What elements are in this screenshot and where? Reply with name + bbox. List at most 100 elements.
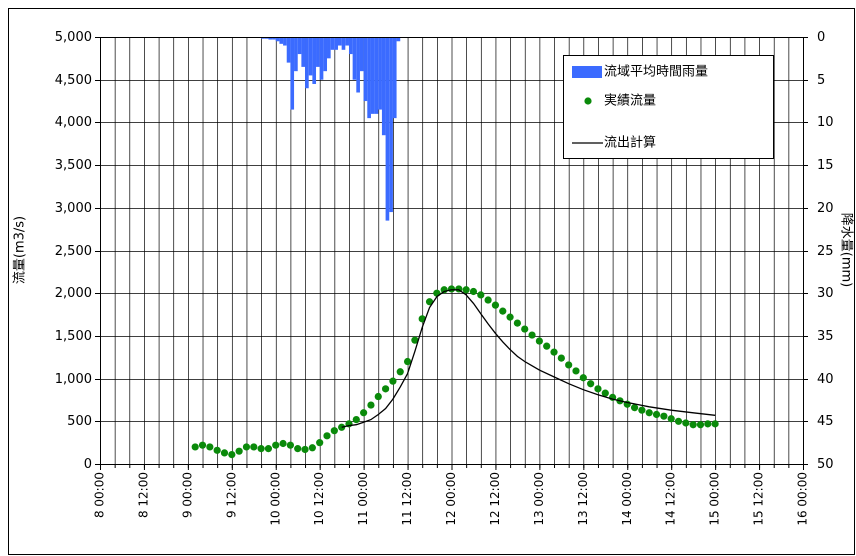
y2-tick-label: 25	[817, 244, 834, 259]
flow-point	[513, 319, 522, 327]
rain-bar	[305, 37, 309, 89]
rain-bar	[294, 37, 298, 72]
y2-tick-label: 10	[817, 115, 834, 130]
rain-bar	[381, 37, 386, 136]
flow-point	[652, 410, 661, 419]
rain-bar	[308, 37, 313, 76]
rain-bar	[297, 37, 302, 55]
flow-point	[579, 374, 587, 382]
flow-point	[550, 348, 558, 356]
y-axis-label: 流量(m3/s)	[13, 216, 28, 284]
rain-bar	[359, 37, 364, 72]
legend-label: 流域平均時間雨量	[604, 65, 708, 80]
y-tick-label: 500	[67, 414, 92, 429]
rain-bar	[272, 37, 276, 40]
rain-bar	[268, 37, 273, 40]
x-tick-label: 8 12:00	[136, 472, 150, 518]
flow-point	[242, 443, 251, 451]
flow-point	[667, 415, 675, 423]
rain-bar	[327, 37, 331, 59]
chart-frame	[8, 8, 855, 555]
flow-point	[689, 421, 697, 429]
x-tick-label: 12 12:00	[488, 472, 502, 526]
flow-point	[411, 336, 419, 344]
rain-bar	[312, 37, 317, 84]
rain-bar	[301, 37, 306, 67]
flow-point	[235, 447, 243, 455]
rain-bar	[392, 37, 397, 119]
flow-point	[198, 441, 207, 449]
y2-tick-label: 15	[817, 158, 834, 173]
flow-point	[462, 286, 470, 294]
rain-bar	[385, 37, 390, 221]
flow-point	[352, 415, 360, 424]
flow-point	[499, 307, 507, 315]
y2-tick-label: 0	[817, 30, 825, 45]
rain-bar	[286, 37, 291, 63]
y-tick-label: 2,000	[55, 286, 92, 301]
x-tick-label: 11 00:00	[356, 472, 370, 526]
y-tick-label: 5,000	[55, 30, 92, 45]
y2-tick-label: 30	[817, 286, 834, 301]
flow-point	[191, 443, 199, 451]
plot-frame	[100, 37, 804, 465]
flow-point	[360, 409, 368, 417]
rain-bar	[378, 37, 382, 110]
y-tick-label: 1,500	[55, 329, 92, 344]
y2-axis-label: 降水量(mm)	[839, 213, 854, 287]
flow-point	[279, 439, 287, 448]
rain-bar	[334, 37, 338, 50]
flow-point	[572, 367, 580, 375]
flow-point	[213, 446, 221, 454]
legend-label: 流出計算	[604, 135, 656, 151]
rain-bar	[352, 37, 357, 80]
flow-point	[294, 445, 302, 453]
legend-swatch	[584, 97, 592, 105]
flow-point	[323, 432, 331, 440]
x-tick-label: 15 00:00	[708, 472, 722, 526]
flow-point	[418, 315, 426, 323]
x-tick-label: 8 00:00	[93, 472, 107, 518]
legend-swatch	[572, 66, 602, 78]
rain-bar	[396, 37, 401, 42]
flow-point	[389, 377, 397, 385]
x-tick-label: 13 00:00	[532, 472, 546, 526]
rain-bar	[348, 37, 353, 55]
flow-point	[264, 445, 273, 453]
rain-bar	[356, 37, 360, 93]
x-tick-label: 9 00:00	[180, 472, 194, 518]
flow-point	[660, 412, 668, 420]
flow-point	[638, 406, 646, 414]
y2-tick-label: 20	[817, 201, 834, 216]
flow-point	[330, 427, 338, 435]
y-tick-label: 3,500	[55, 158, 92, 173]
rain-bar	[363, 37, 368, 102]
flow-point	[696, 421, 705, 429]
rain-bar	[367, 37, 371, 119]
flow-point	[257, 445, 265, 453]
legend-label: 実績流量	[604, 93, 656, 109]
calc-line	[341, 289, 716, 428]
flow-point	[506, 313, 514, 321]
flow-point	[587, 380, 595, 388]
rain-bar	[330, 37, 335, 50]
flow-point	[381, 385, 390, 393]
flow-point	[477, 291, 485, 299]
x-tick-label: 9 12:00	[224, 472, 238, 518]
flow-point	[367, 401, 375, 409]
marks	[191, 37, 719, 459]
flow-point	[425, 298, 434, 306]
y2-tick-label: 40	[817, 372, 834, 387]
x-tick-label: 12 00:00	[444, 472, 458, 526]
flow-point	[250, 443, 258, 451]
flow-point	[630, 404, 639, 412]
x-tick-label: 10 12:00	[312, 472, 326, 526]
y-tick-label: 1,000	[55, 372, 92, 387]
rain-bar	[374, 37, 379, 114]
y-tick-label: 4,000	[55, 115, 92, 130]
flow-point	[433, 289, 441, 297]
x-tick-label: 15 12:00	[752, 472, 766, 526]
rain-bar	[316, 37, 320, 67]
